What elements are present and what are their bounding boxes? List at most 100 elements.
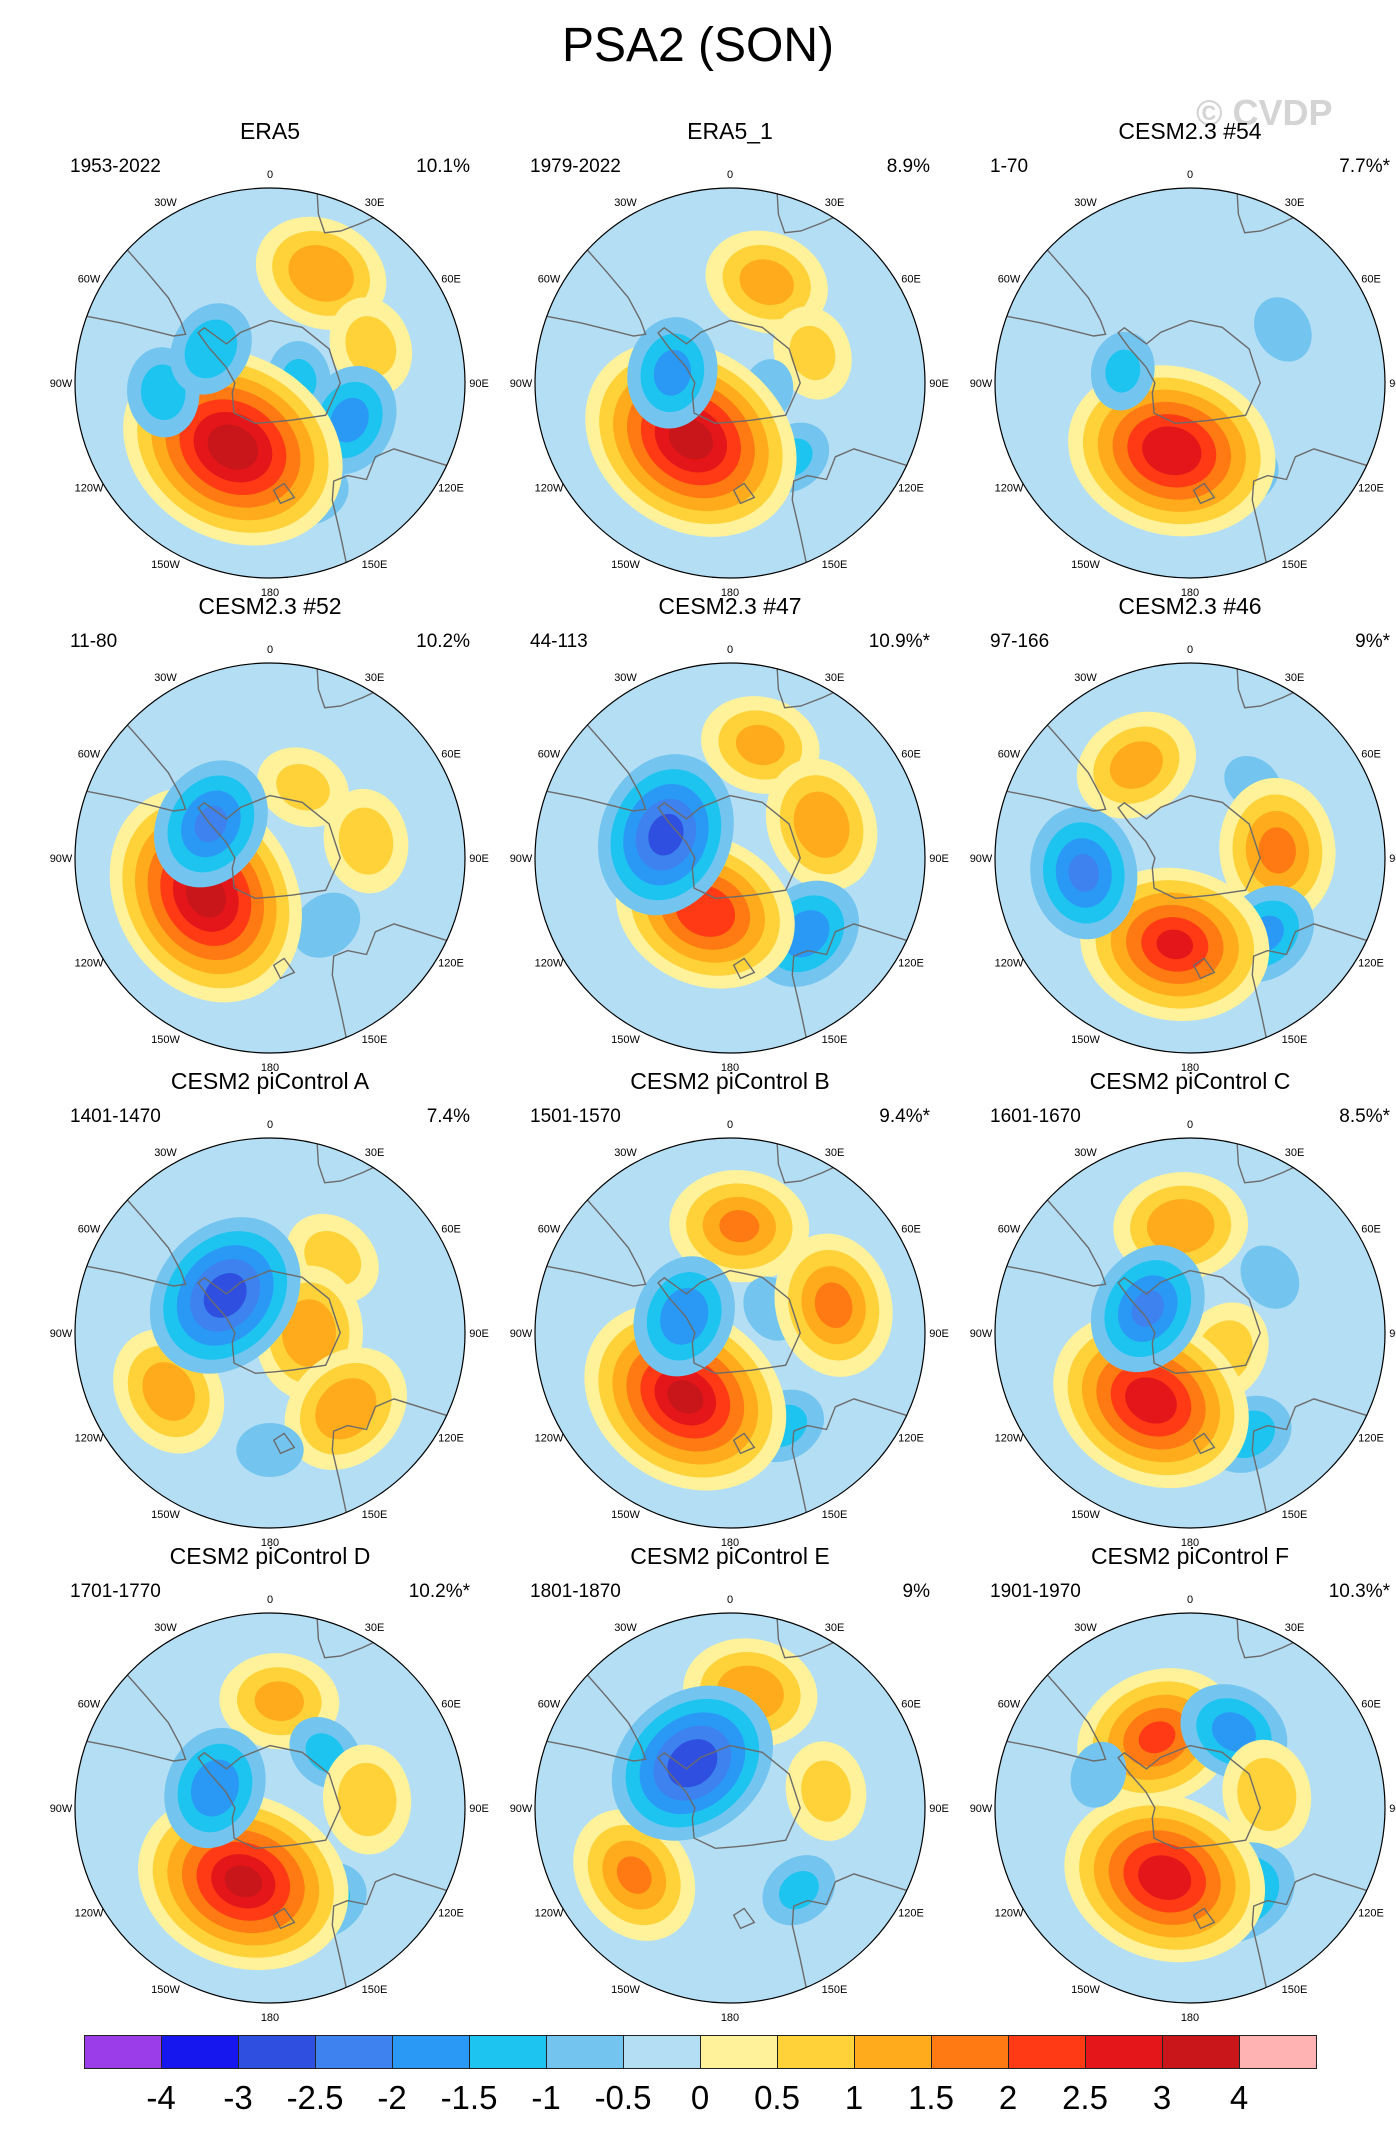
colorbar-swatch (1085, 2035, 1163, 2069)
longitude-label: 120W (75, 1908, 104, 1920)
contour-ring (338, 807, 394, 875)
colorbar-swatch (161, 2035, 239, 2069)
map-border (74, 187, 466, 579)
longitude-label: 120E (898, 958, 924, 970)
longitude-label: 150W (1071, 1034, 1100, 1046)
longitude-label: 0 (267, 169, 273, 181)
colorbar-label: -4 (146, 2079, 176, 2116)
polar-map: 0 30E 60E 90E 120E 150E 180 150W 120W 90W 60W 30W (50, 1119, 489, 1549)
longitude-label: 60W (998, 1224, 1021, 1236)
longitude-label: 30E (365, 197, 385, 209)
map-panel: ERA5 1953-2022 10.1% 0 30E 60E 90E 120E 150E 180 1… (40, 118, 500, 599)
map-panel: CESM2.3 #47 44-113 10.9%* 0 30E 60E 90E 120E 150… (500, 593, 960, 1074)
contour-ring (236, 1423, 304, 1477)
longitude-label: 30W (614, 1147, 637, 1159)
south-america-coastline (546, 249, 647, 337)
longitude-label: 30W (154, 672, 177, 684)
antarctica-coastline (657, 319, 801, 425)
south-america-coastline (1006, 1199, 1107, 1287)
africa-coastline (1236, 668, 1294, 709)
colorbar-label: -3 (223, 2079, 253, 2116)
longitude-label: 90W (970, 1803, 993, 1815)
panel-years: 1601-1670 (990, 1106, 1081, 1127)
colorbar-swatch (854, 2035, 932, 2069)
polar-map: 0 30E 60E 90E 120E 150E 180 150W 120W 90W 60W 30W (510, 1594, 949, 2024)
longitude-label: 150W (1071, 559, 1100, 571)
contour-ring (292, 892, 361, 958)
panel-percent-variance: 10.2% (416, 631, 470, 652)
contour-ring (203, 1273, 247, 1318)
longitude-label: 150E (822, 559, 848, 571)
new-zealand-coastline (272, 482, 296, 505)
longitude-label: 180 (1181, 587, 1199, 599)
longitude-label: 90E (469, 378, 489, 390)
panel-years: 1701-1770 (70, 1581, 161, 1602)
panel-title: CESM2 piControl B (630, 1068, 830, 1094)
longitude-label: 120E (1358, 483, 1384, 495)
contour-ring (282, 1299, 336, 1367)
longitude-label: 0 (267, 1119, 273, 1131)
panel-percent-variance: 10.3%* (1328, 1581, 1390, 1602)
contour-ring (1146, 1199, 1215, 1254)
colorbar-swatch (469, 2035, 547, 2069)
longitude-label: 0 (1187, 644, 1193, 656)
longitude-label: 30W (154, 1622, 177, 1634)
antarctica-coastline (197, 1744, 341, 1850)
map-border (534, 1137, 926, 1529)
panel-percent-variance: 9% (902, 1581, 930, 1602)
contour-ring (648, 813, 684, 856)
contour-ring (719, 1210, 760, 1243)
panel-years: 11-80 (70, 631, 118, 652)
polar-map: 0 30E 60E 90E 120E 150E 180 150W 120W 90W 60W 30W (510, 169, 949, 599)
panel-years: 1953-2022 (70, 156, 161, 177)
antarctica-coastline (197, 794, 341, 900)
longitude-label: 150W (611, 1984, 640, 1996)
africa-coastline (1236, 193, 1294, 234)
polar-map: 0 30E 60E 90E 120E 150E 180 150W 120W 90W 60W 30W (510, 644, 949, 1074)
colorbar-label: 1.5 (908, 2079, 954, 2116)
colorbar-label: 2 (998, 2079, 1018, 2116)
longitude-label: 180 (721, 1062, 739, 1074)
polar-map: 0 30E 60E 90E 120E 150E 180 150W 120W 90W 60W 30W (970, 644, 1396, 1074)
longitude-label: 150E (362, 559, 388, 571)
contour-ring (1254, 297, 1312, 362)
colorbar-label: 1 (844, 2079, 864, 2116)
longitude-label: 60E (901, 749, 921, 761)
contour-ring (616, 1856, 652, 1894)
longitude-label: 90E (929, 853, 949, 865)
contour-ring (735, 724, 785, 766)
panel-title: CESM2.3 #47 (658, 593, 802, 619)
longitude-label: 90E (929, 378, 949, 390)
longitude-label: 60W (78, 749, 101, 761)
longitude-label: 90E (1389, 853, 1396, 865)
australia-coastline (791, 1398, 907, 1513)
longitude-label: 120E (1358, 1908, 1384, 1920)
polar-map: 0 30E 60E 90E 120E 150E 180 150W 120W 90W 60W 30W (970, 1119, 1396, 1549)
polar-map: 0 30E 60E 90E 120E 150E 180 150W 120W 90W 60W 30W (970, 1594, 1396, 2024)
panel-title: CESM2.3 #52 (198, 593, 342, 619)
longitude-label: 90W (50, 1803, 73, 1815)
longitude-label: 180 (721, 2012, 739, 2024)
panel-percent-variance: 9.4%* (879, 1106, 930, 1127)
colorbar-label: -1 (531, 2079, 561, 2116)
map-panel: CESM2 piControl A 1401-1470 7.4% 0 30E 60E 90E… (40, 1068, 500, 1549)
longitude-label: 150E (362, 1509, 388, 1521)
longitude-label: 90W (50, 1328, 73, 1340)
longitude-label: 150E (1282, 1034, 1308, 1046)
contour-ring (1142, 426, 1202, 476)
panel-percent-variance: 8.5%* (1339, 1106, 1390, 1127)
panel-percent-variance: 10.9%* (868, 631, 930, 652)
panel-title: CESM2 piControl C (1089, 1068, 1291, 1094)
map-border (74, 662, 466, 1054)
australia-coastline (1251, 1873, 1367, 1988)
longitude-label: 30W (1074, 672, 1097, 684)
antarctica-coastline (1117, 319, 1261, 425)
longitude-label: 30E (365, 1622, 385, 1634)
longitude-label: 30E (825, 1147, 845, 1159)
longitude-label: 30E (825, 1622, 845, 1634)
longitude-label: 0 (1187, 1119, 1193, 1131)
colorbar: -4 -3 -2.5 -2 -1.5 -1 -0.5 0 0.5 1 1.5 2 2.5 3 4 (84, 2035, 1317, 2125)
australia-coastline (331, 448, 447, 563)
south-america-coastline (546, 1674, 647, 1762)
longitude-label: 150E (1282, 1984, 1308, 1996)
